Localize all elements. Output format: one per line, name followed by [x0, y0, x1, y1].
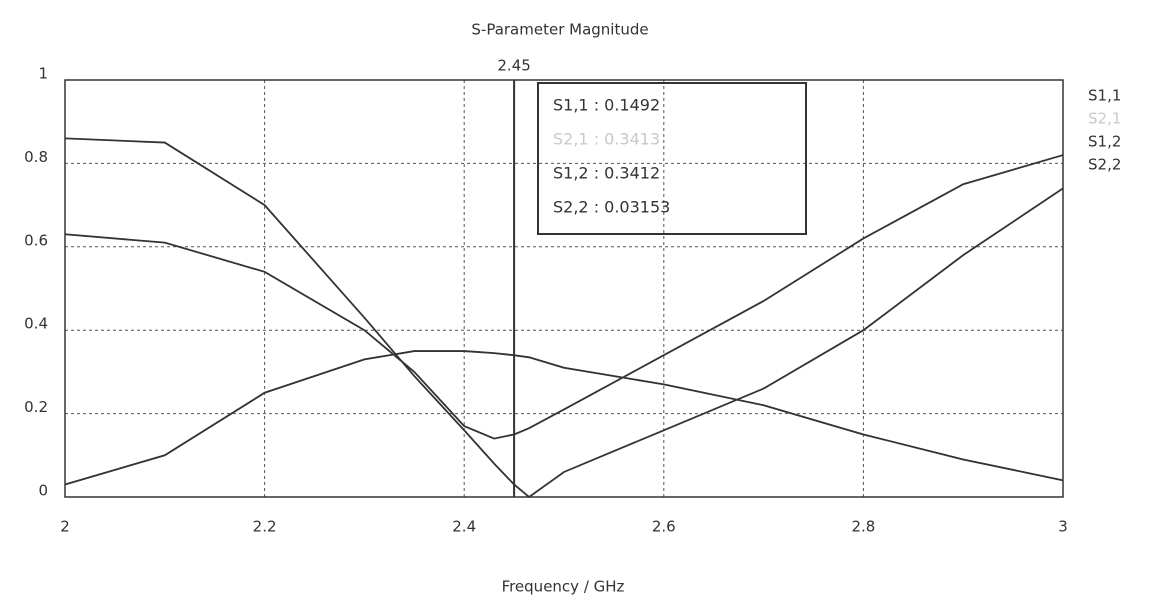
legend-label: S2,2: [1088, 156, 1121, 174]
y-tick-label: 0.4: [24, 315, 48, 333]
marker-label: 2.45: [497, 57, 530, 75]
x-tick-label: 2.8: [851, 518, 875, 536]
readout-text: S2,2 : 0.03153: [553, 198, 670, 217]
series-line: [65, 351, 1063, 484]
y-tick-label: 0.8: [24, 148, 48, 166]
readout-text: S1,2 : 0.3412: [553, 164, 660, 183]
legend-label: S2,1: [1088, 110, 1121, 128]
x-tick-label: 2.6: [652, 518, 676, 536]
x-tick-label: 3: [1058, 518, 1068, 536]
chart: S-Parameter Magnitude Frequency / GHz 0 0…: [0, 0, 1149, 601]
x-tick-label: 2.2: [253, 518, 277, 536]
x-tick-label: 2: [60, 518, 70, 536]
y-tick-label: 0.6: [24, 231, 48, 249]
readout-text: S2,1 : 0.3413: [553, 130, 660, 149]
x-tick-label: 2.4: [452, 518, 476, 536]
y-tick-label: 0.2: [24, 398, 48, 416]
legend-label: S1,1: [1088, 87, 1121, 105]
y-tick-label: 0: [38, 482, 48, 500]
series-line: [65, 138, 1063, 497]
series-line: [65, 351, 1063, 484]
chart-title: S-Parameter Magnitude: [471, 21, 648, 39]
y-tick-label: 1: [38, 65, 48, 83]
legend-label: S1,2: [1088, 133, 1121, 151]
x-axis-label: Frequency / GHz: [502, 578, 625, 596]
readout-text: S1,1 : 0.1492: [553, 96, 660, 115]
